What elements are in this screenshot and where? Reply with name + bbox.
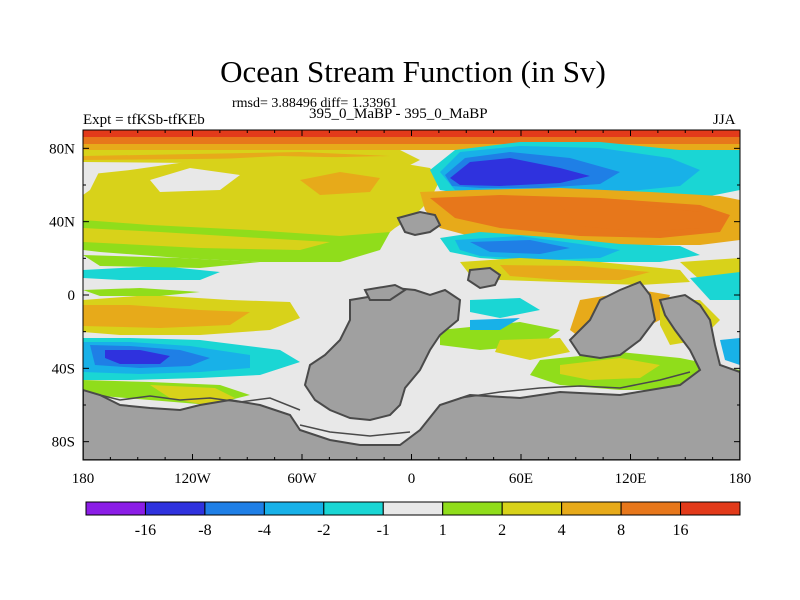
landmass-central — [303, 286, 462, 422]
subtitle-label: 395_0_MaBP - 395_0_MaBP — [309, 106, 488, 122]
indian-yellow-1 — [495, 338, 570, 360]
x-tick-label: 120E — [615, 471, 647, 487]
colorbar-box — [501, 501, 563, 516]
colorbar-label: -2 — [317, 522, 330, 539]
y-tick-label: 0 — [68, 288, 76, 304]
y-tick-label: 80N — [49, 141, 75, 157]
y-axis-ticks — [83, 147, 740, 443]
colorbar-label: 8 — [617, 522, 625, 539]
colorbar-label: -8 — [198, 522, 211, 539]
stats-line: rmsd= 3.88496 diff= 1.33961 — [232, 96, 398, 111]
colorbar-box — [680, 501, 741, 516]
landmass-north — [396, 210, 442, 237]
plot-title: Ocean Stream Function (in Sv) — [220, 54, 606, 89]
indian-yellow-band — [560, 358, 660, 380]
tropical-band-amber — [500, 265, 650, 280]
colorbar-box — [620, 501, 682, 516]
colorbar — [85, 501, 741, 516]
subtropical-core-orange — [560, 205, 700, 232]
y-tick-label: 80S — [52, 435, 75, 451]
arctic-band-amber-2 — [83, 152, 390, 160]
south-green-streak-2 — [83, 288, 200, 296]
colorbar-box — [204, 501, 265, 516]
north-white-gap-2 — [83, 165, 100, 195]
x-tick-label: 60E — [509, 471, 533, 487]
subpolar-gyre-dark-blue — [450, 158, 590, 186]
south-green-streak — [83, 255, 260, 268]
colorbar-box — [144, 501, 206, 516]
tropical-band-blue — [470, 240, 570, 254]
x-tick-label: 180 — [72, 471, 95, 487]
north-amber-patch — [300, 172, 380, 195]
colorbar-label: -4 — [258, 522, 271, 539]
subpolar-cyan-east — [680, 150, 740, 175]
x-tick-label: 120W — [174, 471, 212, 487]
colorbar-box — [561, 501, 622, 516]
colorbar-label: 4 — [558, 522, 566, 539]
arctic-band-orange — [83, 137, 740, 144]
x-tick-label: 0 — [408, 471, 416, 487]
colorbar-box — [323, 501, 384, 516]
x-axis-labels: 180 120W 60W 0 60E 120E 180 — [72, 471, 752, 487]
coastline-south-central — [299, 424, 411, 437]
southern-yellow-patch — [150, 385, 235, 406]
x-tick-label: 180 — [729, 471, 752, 487]
east-edge-blue — [720, 338, 740, 365]
north-white-gap — [150, 168, 240, 192]
x-tick-label: 60W — [287, 471, 317, 487]
south-amber-band — [83, 305, 250, 328]
map-field — [83, 130, 740, 460]
landmass-island — [466, 266, 502, 290]
season-label: JJA — [713, 112, 736, 128]
y-tick-label: 40S — [52, 361, 75, 377]
colorbar-box — [263, 501, 325, 516]
east-cyan-patch — [690, 272, 740, 300]
colorbar-box — [85, 501, 146, 516]
colorbar-label: 1 — [439, 522, 447, 539]
south-cyan-streak — [83, 266, 220, 280]
y-tick-label: 40N — [49, 215, 75, 231]
coastline-south-east — [459, 371, 691, 399]
arctic-band-amber — [83, 144, 740, 150]
y-axis-labels: 80N 40N 0 40S 80S — [49, 141, 75, 450]
colorbar-box — [382, 501, 444, 516]
coastline-south-west — [99, 394, 301, 411]
colorbar-label: -16 — [135, 522, 156, 539]
colorbar-labels: -16 -8 -4 -2 -1 1 2 4 8 16 — [135, 522, 689, 539]
landmass-central-north — [363, 283, 407, 301]
landmass-east-ridge — [568, 280, 657, 360]
colorbar-label: 16 — [673, 522, 689, 539]
equatorial-light-blue — [470, 318, 520, 330]
north-yellow-inner — [83, 228, 330, 250]
coastline-outlines — [99, 371, 691, 437]
equatorial-cyan — [470, 298, 540, 318]
colorbar-label: -1 — [377, 522, 390, 539]
landmass-south — [83, 293, 740, 460]
land-masses — [83, 210, 740, 460]
colorbar-box — [442, 501, 503, 516]
southern-gyre-dark-blue — [105, 350, 170, 364]
colorbar-label: 2 — [498, 522, 506, 539]
x-axis-ticks — [82, 130, 741, 460]
experiment-label: Expt = tfKSb-tfKEb — [83, 112, 205, 128]
